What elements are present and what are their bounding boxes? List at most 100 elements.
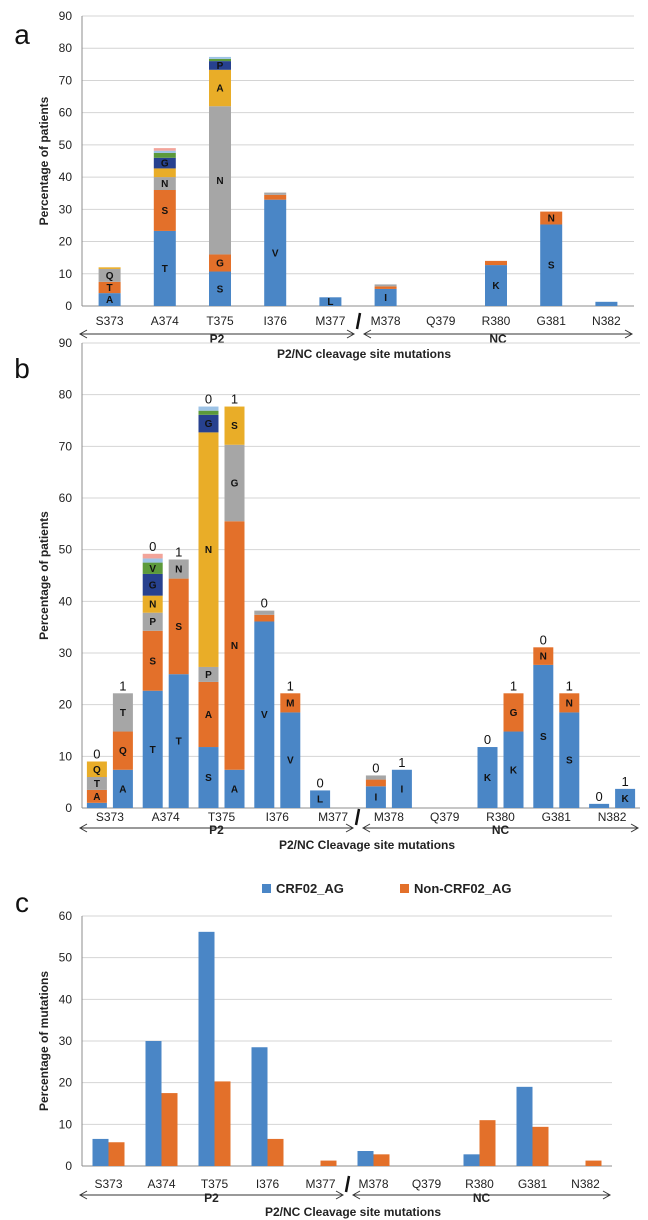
panel-letter-a: a (14, 19, 30, 50)
segment-label: N (216, 176, 223, 187)
bar-segment (209, 61, 231, 70)
p2-region-arrow (78, 823, 355, 833)
bar-segment (254, 614, 275, 622)
y-tick-label: 70 (59, 439, 73, 453)
group-label: 0 (205, 392, 212, 407)
bar-segment (374, 286, 397, 289)
region-label-nc: NC (473, 1191, 491, 1205)
bar-segment (142, 630, 163, 691)
legend-swatch (400, 884, 409, 893)
segment-label: S (149, 656, 156, 667)
bar-segment (224, 769, 245, 808)
bar-non-crf02-ag (108, 1142, 125, 1166)
x-tick-label: M378 (374, 810, 404, 824)
bar-segment (374, 288, 397, 306)
bar-crf02-ag (198, 931, 215, 1166)
bar-segment (142, 690, 163, 808)
bar-segment (365, 779, 386, 787)
segment-label: S (217, 284, 224, 295)
y-tick-label: 40 (59, 992, 73, 1006)
x-tick-label: G381 (542, 810, 572, 824)
arrow-head-right (602, 1190, 612, 1200)
segment-label: N (175, 565, 182, 576)
region-divider (344, 1175, 351, 1193)
segment-label: T (150, 745, 156, 756)
x-tick-label: A374 (147, 1177, 175, 1191)
y-tick-label: 80 (59, 41, 73, 55)
segment-label: S (175, 622, 182, 633)
bar-segment (209, 271, 231, 306)
bar-non-crf02-ag (320, 1160, 337, 1166)
y-tick-label: 60 (59, 491, 73, 505)
bar-segment (264, 199, 287, 306)
bar-segment (112, 769, 133, 808)
segment-label: I (375, 793, 378, 804)
bar-segment (112, 693, 133, 732)
segment-label: M (286, 698, 294, 709)
x-tick-label: T375 (206, 314, 234, 328)
bar-segment (533, 664, 554, 808)
bar-crf02-ag (463, 1154, 480, 1166)
segment-label: N (540, 652, 547, 663)
y-tick-label: 40 (59, 170, 73, 184)
x-tick-label: N382 (598, 810, 627, 824)
arrow-head-left (361, 823, 371, 833)
x-tick-label: N382 (592, 314, 621, 328)
bar-segment (254, 610, 275, 615)
y-tick-label: 30 (59, 202, 73, 216)
bar-segment (503, 693, 524, 732)
arrow-head-right (345, 823, 355, 833)
y-tick-label: 60 (59, 909, 73, 923)
region-label-nc: NC (489, 332, 507, 346)
segment-label: G (149, 580, 157, 591)
x-tick-label: Q379 (430, 810, 460, 824)
bar-segment (209, 69, 231, 107)
bar-segment (142, 573, 163, 596)
bar-segment (264, 192, 287, 195)
segment-label: Q (93, 765, 101, 776)
group-label: 1 (119, 678, 126, 693)
arrow-head-left (362, 329, 372, 339)
group-label: 1 (287, 678, 294, 693)
bar-segment (153, 150, 176, 153)
bar-segment (86, 761, 107, 777)
group-label: 1 (175, 544, 182, 559)
bar-segment (198, 681, 219, 748)
segment-label: V (261, 710, 268, 721)
bar-segment (559, 693, 580, 713)
x-axis-title: P2/NC Cleavage site mutations (265, 1205, 441, 1219)
arrow-head-left (351, 1190, 361, 1200)
y-tick-label: 50 (59, 951, 73, 965)
segment-label: G (216, 258, 224, 269)
bar-segment (98, 267, 121, 269)
bar-crf02-ag (357, 1151, 374, 1166)
segment-label: V (287, 756, 294, 767)
segment-label: S (205, 773, 212, 784)
bar-segment (485, 260, 507, 266)
region-label-p2: P2 (209, 823, 224, 837)
bar-segment (98, 293, 121, 306)
segment-label: K (510, 765, 518, 776)
y-tick-label: 0 (65, 801, 72, 815)
x-tick-label: M378 (358, 1177, 388, 1191)
x-tick-label: I376 (266, 810, 290, 824)
bar-segment (310, 790, 331, 808)
arrow-head-left (78, 329, 88, 339)
bar-segment (142, 612, 163, 631)
region-divider (355, 312, 362, 330)
bar-segment (98, 281, 121, 294)
x-tick-label: T375 (201, 1177, 229, 1191)
x-tick-label: I376 (256, 1177, 280, 1191)
x-tick-label: M377 (318, 810, 348, 824)
bar-segment (319, 297, 342, 306)
y-tick-label: 30 (59, 1034, 73, 1048)
group-label: 1 (621, 774, 628, 789)
segment-label: A (93, 792, 100, 803)
region-label-p2: P2 (204, 1191, 219, 1205)
bar-non-crf02-ag (161, 1093, 178, 1166)
bar-segment (224, 521, 245, 770)
nc-region-arrow (351, 1190, 612, 1200)
bar-segment (142, 595, 163, 613)
segment-label: L (327, 297, 333, 308)
region-label-nc: NC (492, 823, 510, 837)
